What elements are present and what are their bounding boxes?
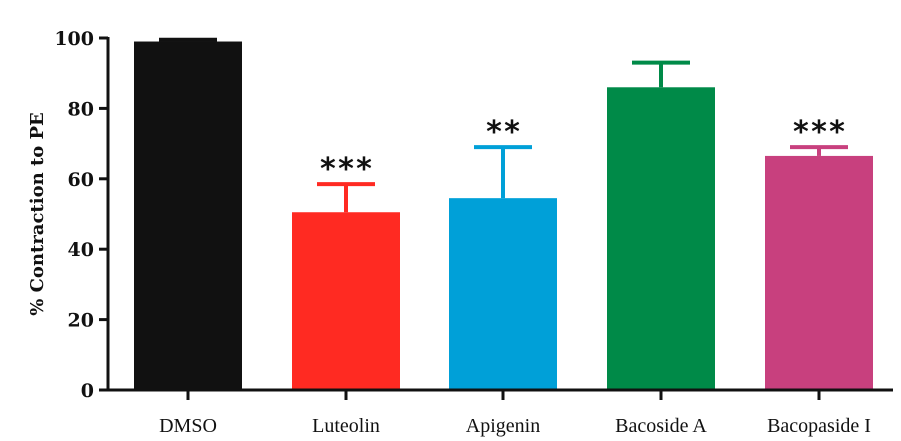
y-tick-label-20: 20 — [68, 310, 94, 332]
bar-luteolin — [292, 212, 400, 390]
bar-bacoside-a — [607, 87, 715, 390]
x-tick-label-dmso: DMSO — [159, 415, 217, 437]
x-tick-label-bacoside-a: Bacoside A — [615, 415, 707, 437]
bar-apigenin — [449, 198, 557, 390]
y-tick-label-60: 60 — [68, 169, 94, 191]
chart-axes — [106, 37, 893, 392]
bar-bacopaside-i — [765, 155, 873, 390]
x-tick-label-luteolin: Luteolin — [312, 415, 380, 437]
y-axis-title: % Contraction to PE — [27, 112, 48, 316]
y-tick-label-80: 80 — [68, 98, 94, 120]
x-tick-label-apigenin: Apigenin — [466, 415, 540, 437]
significance-apigenin: ** — [485, 115, 521, 150]
bar-dmso — [134, 41, 242, 391]
x-tick-label-bacopaside-i: Bacopaside I — [767, 415, 871, 437]
significance-luteolin: *** — [319, 152, 373, 187]
y-tick-label-100: 100 — [54, 28, 94, 50]
chart-marks: 0 20 40 60 80 100 DMSO Luteolin *** Apigenin ** Bac… — [54, 28, 873, 437]
y-tick-label-40: 40 — [68, 239, 94, 261]
significance-bacopaside-i: *** — [792, 115, 846, 150]
y-tick-label-0: 0 — [81, 380, 94, 402]
